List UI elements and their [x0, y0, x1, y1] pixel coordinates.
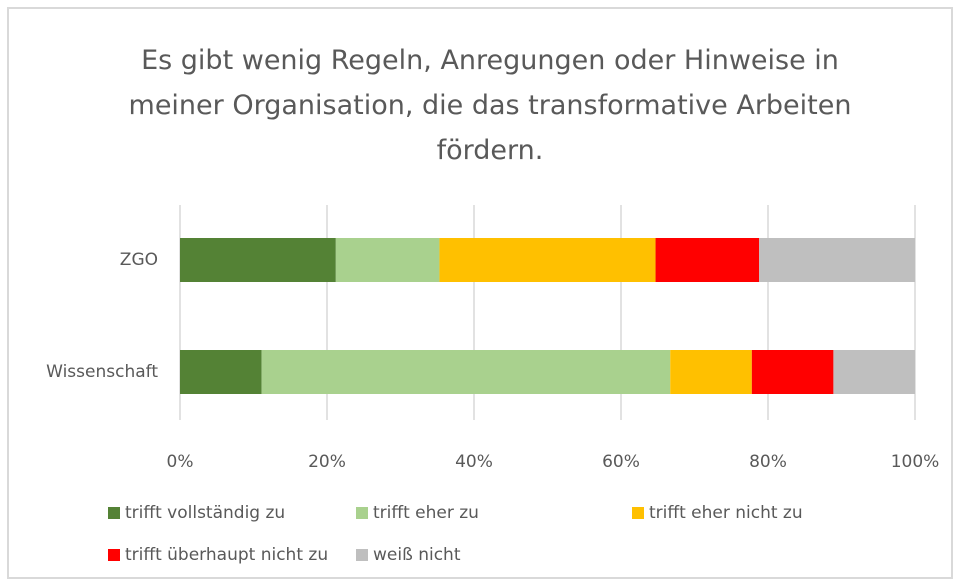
bar-segment — [655, 238, 760, 282]
x-tick-label: 20% — [308, 452, 346, 472]
y-tick-label: Wissenschaft — [46, 362, 158, 382]
x-tick-label: 80% — [749, 452, 787, 472]
y-tick-label: ZGO — [120, 250, 158, 270]
bar-segment — [180, 350, 262, 394]
bar-segment — [670, 350, 752, 394]
bar-segment — [751, 350, 834, 394]
x-tick-label: 40% — [455, 452, 493, 472]
bar-segment — [261, 350, 671, 394]
bar-segment — [439, 238, 656, 282]
legend-swatch — [108, 507, 120, 519]
x-tick-label: 100% — [891, 452, 940, 472]
legend-label: trifft vollständig zu — [125, 503, 285, 523]
chart-border — [7, 7, 953, 579]
legend-swatch — [108, 549, 120, 561]
legend-label: trifft überhaupt nicht zu — [125, 545, 328, 565]
x-tick-label: 60% — [602, 452, 640, 472]
chart-title: Es gibt wenig Regeln, Anregungen oder Hi… — [128, 45, 852, 166]
bar-segment — [759, 238, 915, 282]
legend-label: weiß nicht — [373, 545, 461, 565]
legend-swatch — [632, 507, 644, 519]
legend-swatch — [356, 549, 368, 561]
bar-segment — [335, 238, 440, 282]
bar-segment — [180, 238, 336, 282]
legend-swatch — [356, 507, 368, 519]
bar-segment — [833, 350, 915, 394]
legend-label: trifft eher zu — [373, 503, 479, 523]
legend-label: trifft eher nicht zu — [649, 503, 803, 523]
x-tick-label: 0% — [167, 452, 194, 472]
